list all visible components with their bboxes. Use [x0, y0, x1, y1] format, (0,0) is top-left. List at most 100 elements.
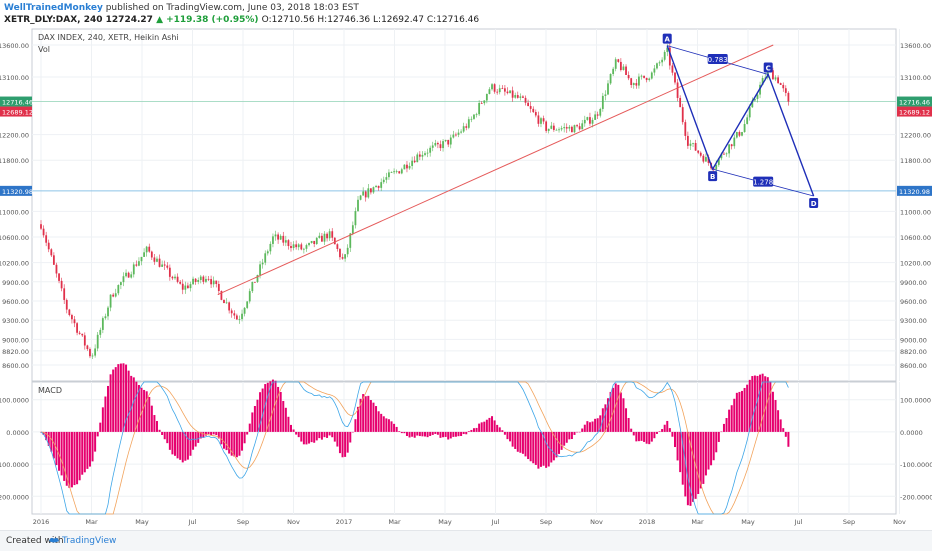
macd-histogram-bar [117, 364, 120, 432]
macd-histogram-bar [390, 421, 393, 432]
macd-histogram-bar [552, 431, 555, 461]
candle-body [158, 258, 161, 267]
macd-histogram-bar [573, 431, 576, 435]
macd-histogram-bar [403, 431, 406, 434]
macd-histogram-bar [439, 431, 442, 438]
candle-body [254, 281, 256, 283]
macd-histogram-bar [769, 381, 772, 432]
candle-body [302, 248, 305, 250]
candle-body [52, 255, 55, 265]
macd-histogram-bar [501, 430, 504, 432]
macd-histogram-bar [717, 431, 720, 442]
macd-histogram-bar [65, 431, 68, 486]
right-price-tick: 11800.00 [900, 157, 931, 165]
time-tick-label: Mar [85, 518, 98, 526]
macd-histogram-bar [550, 431, 553, 463]
macd-histogram-bar [125, 364, 128, 432]
macd-histogram-bar [452, 431, 455, 437]
candle-body [96, 334, 99, 349]
pattern-point-badge[interactable] [662, 33, 672, 44]
candle-body [50, 249, 53, 256]
macd-histogram-bar [787, 431, 790, 447]
candle-body [357, 199, 359, 212]
candle-body [277, 234, 280, 240]
macd-histogram-bar [269, 381, 272, 432]
last-price: 12724.27 [105, 15, 153, 25]
pattern-point-badge[interactable] [708, 171, 718, 182]
ratio-badge[interactable] [707, 54, 728, 65]
candle-body [297, 244, 300, 248]
candle-body [601, 95, 604, 109]
macd-histogram-bar [292, 429, 295, 432]
candle-body [787, 92, 790, 102]
time-axis[interactable]: 2016 Mar May Jul Sep Nov 2017 Mar May Jul Sep Nov 20… [33, 518, 906, 526]
candle-body [413, 160, 416, 163]
macd-histogram-bar [83, 431, 86, 473]
pattern-point-badge[interactable] [809, 198, 819, 209]
macd-histogram-bar [174, 431, 177, 456]
candle-body [596, 114, 599, 116]
trendline-group[interactable] [217, 44, 774, 296]
macd-histogram-bar [302, 431, 305, 445]
macd-histogram-bar [478, 423, 481, 432]
candle-body [421, 154, 424, 157]
macd-histogram-bar [42, 431, 45, 435]
price-axis-right[interactable]: 8600.00 8820.00 9000.00 9300.00 9600.00 9900.… [900, 42, 931, 370]
candle-body [589, 117, 591, 124]
macd-histogram-bar [315, 431, 318, 441]
candle-body [372, 187, 375, 193]
chart-canvas[interactable]: A B C D 0.783 1.278 8600.00 8820.00 9000.00 9300… [0, 0, 932, 530]
candle-body [524, 97, 527, 103]
candle-body [784, 88, 787, 93]
tradingview-link[interactable]: TradingView [62, 536, 117, 546]
candle-body [764, 77, 767, 79]
candle-body [187, 285, 189, 289]
macd-histogram-bar [413, 431, 416, 438]
macd-histogram-bar [91, 431, 94, 462]
harmonic-legs[interactable] [666, 45, 815, 197]
ratio-badge[interactable] [753, 176, 774, 187]
candle-body [751, 100, 754, 108]
trendline[interactable] [217, 44, 774, 296]
macd-histogram-bar [367, 395, 370, 432]
macd-histogram-bar [73, 431, 76, 486]
macd-histogram-bar [153, 415, 156, 432]
candle-body [622, 66, 625, 71]
pattern-point-label: A [664, 36, 670, 44]
macd-histogram-bar [323, 431, 326, 438]
candle-body [89, 349, 91, 357]
candle-body [674, 72, 676, 83]
macd-histogram-bar [485, 419, 488, 432]
macd-histogram-bar [238, 431, 241, 456]
symbol-name[interactable]: XETR_DLY:DAX, 240 [4, 15, 103, 25]
ratio-label: 0.783 [708, 56, 728, 64]
macd-histogram-bar [148, 396, 151, 432]
candle-body [493, 84, 496, 92]
macd-histogram-bar [643, 431, 646, 442]
candle-body [429, 147, 432, 153]
pattern-point-label: C [766, 64, 771, 72]
candle-body [331, 231, 334, 238]
right-price-tick: 9600.00 [900, 298, 927, 306]
macd-histogram-bar [282, 400, 285, 432]
candle-body [382, 179, 385, 183]
candle-body [612, 68, 615, 75]
author-link[interactable]: WellTrainedMonkey [4, 3, 103, 13]
harmonic-pattern[interactable]: A B C D 0.783 1.278 [662, 33, 819, 209]
macd-histogram-bar [645, 431, 648, 444]
macd-histogram-bar [140, 387, 143, 432]
macd-histogram-bar [521, 431, 524, 454]
macd-histogram-bar [545, 431, 548, 468]
macd-histogram-bar [560, 431, 563, 450]
candle-body [119, 282, 122, 286]
macd-histogram-bar [375, 406, 378, 432]
macd-histogram-bar [382, 416, 385, 432]
macd-histogram-bar [81, 431, 84, 475]
publish-line: WellTrainedMonkey published on TradingVi… [4, 3, 359, 13]
candle-body [705, 157, 707, 162]
pattern-point-badge[interactable] [763, 62, 773, 73]
candle-body [380, 182, 383, 188]
candle-body [406, 164, 408, 169]
macd-histogram-bar [684, 431, 687, 497]
macd-histogram-bar [715, 431, 718, 453]
